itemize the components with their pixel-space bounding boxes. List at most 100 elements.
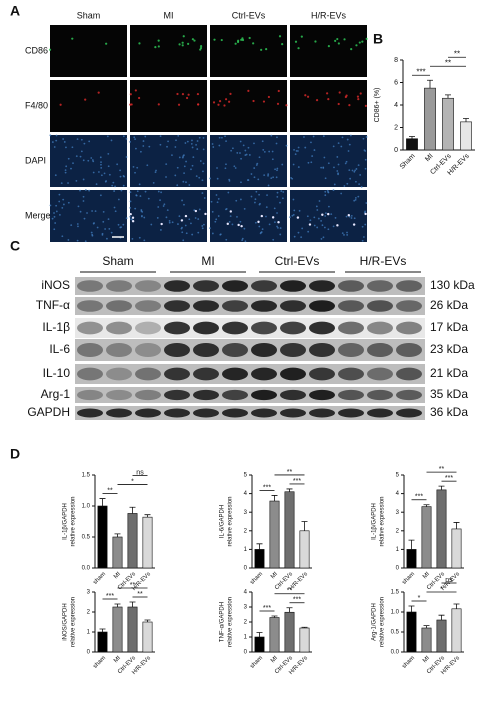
blot-band xyxy=(106,367,132,381)
stain-dot xyxy=(198,136,201,139)
stain-dot xyxy=(67,182,69,184)
stain-dot xyxy=(216,177,219,180)
stain-dot xyxy=(122,175,125,177)
stain-dot xyxy=(135,194,138,197)
stain-dot xyxy=(297,146,300,149)
stain-dot xyxy=(337,102,340,106)
stain-dot xyxy=(178,215,181,218)
stain-dot xyxy=(70,167,72,170)
y-axis-label: relative expression xyxy=(380,597,386,647)
stain-dot xyxy=(276,102,280,105)
bar xyxy=(269,500,280,569)
stain-dot xyxy=(174,174,177,177)
stain-dot xyxy=(364,158,367,161)
stain-dot xyxy=(279,201,281,204)
stain-dot xyxy=(225,207,228,210)
overlay-dot xyxy=(347,214,351,217)
stain-dot xyxy=(106,237,108,240)
stain-dot xyxy=(314,40,317,43)
significance-label: *** xyxy=(293,478,301,485)
stain-dot xyxy=(258,203,261,206)
stain-dot xyxy=(265,215,267,218)
stain-dot xyxy=(276,167,279,170)
stain-dot xyxy=(346,231,348,234)
x-tick-label: sham xyxy=(401,571,416,586)
stain-dot xyxy=(347,150,350,152)
blot-band xyxy=(396,280,422,292)
stain-dot xyxy=(202,137,205,139)
stain-dot xyxy=(333,183,336,186)
stain-dot xyxy=(55,134,58,137)
band-name: Arg-1 xyxy=(41,387,71,401)
stain-dot xyxy=(221,136,223,139)
stain-dot xyxy=(254,201,256,204)
stain-dot xyxy=(231,223,234,226)
stain-dot xyxy=(134,138,137,141)
stain-dot xyxy=(271,150,274,153)
stain-dot xyxy=(187,93,190,96)
stain-dot xyxy=(101,233,104,236)
stain-dot xyxy=(243,227,246,230)
stain-dot xyxy=(111,184,114,187)
stain-dot xyxy=(350,217,353,219)
stain-dot xyxy=(188,218,191,221)
bar xyxy=(254,636,265,653)
stain-dot xyxy=(275,142,278,145)
stain-dot xyxy=(184,224,187,227)
stain-dot xyxy=(337,42,340,45)
stain-dot xyxy=(253,167,256,169)
blot-band xyxy=(338,321,364,335)
stain-dot xyxy=(156,217,159,219)
blot-band xyxy=(251,389,277,401)
bar xyxy=(421,506,432,569)
band-name: IL-6 xyxy=(49,342,70,356)
micrograph xyxy=(130,25,207,77)
stain-dot xyxy=(236,215,238,218)
stain-dot xyxy=(240,157,242,160)
error-bar xyxy=(114,533,121,537)
blot-band xyxy=(106,408,132,418)
stain-dot xyxy=(346,182,349,185)
blot-band xyxy=(164,321,190,335)
y-tick-label: 1.5 xyxy=(391,590,400,596)
stain-dot xyxy=(185,232,188,235)
stain-dot xyxy=(322,135,325,138)
stain-dot xyxy=(263,150,266,153)
stain-dot xyxy=(212,146,215,148)
stain-dot xyxy=(177,223,179,225)
stain-dot xyxy=(217,215,220,217)
x-tick-label: Sham xyxy=(399,153,417,171)
bar xyxy=(460,121,472,151)
group-label: Ctrl-EVs xyxy=(275,254,320,268)
stain-dot xyxy=(190,222,192,225)
stain-dot xyxy=(53,146,56,148)
panel-label: B xyxy=(373,31,383,47)
stain-dot xyxy=(59,103,62,106)
stain-dot xyxy=(267,184,270,187)
stain-dot xyxy=(86,212,88,214)
error-bar xyxy=(463,118,469,122)
stain-dot xyxy=(129,93,132,96)
stain-dot xyxy=(203,197,206,199)
stain-dot xyxy=(102,210,105,213)
micrograph xyxy=(210,25,287,77)
bar xyxy=(424,87,436,151)
stain-dot xyxy=(113,190,116,192)
blot-band xyxy=(396,342,422,358)
stain-dot xyxy=(270,134,273,137)
y-tick-label: 2 xyxy=(244,620,248,626)
y-tick-label: 2 xyxy=(394,124,398,131)
stain-dot xyxy=(346,234,349,236)
stain-dot xyxy=(252,99,255,103)
stain-dot xyxy=(258,225,261,228)
panel-label: D xyxy=(10,446,20,462)
stain-dot xyxy=(239,198,242,201)
stain-dot xyxy=(146,164,149,167)
stain-dot xyxy=(272,176,275,179)
stain-dot xyxy=(357,195,360,198)
stain-dot xyxy=(64,169,67,171)
stain-dot xyxy=(188,184,191,186)
blot-band xyxy=(77,389,103,401)
stain-dot xyxy=(346,138,349,141)
blot-band xyxy=(77,300,103,312)
